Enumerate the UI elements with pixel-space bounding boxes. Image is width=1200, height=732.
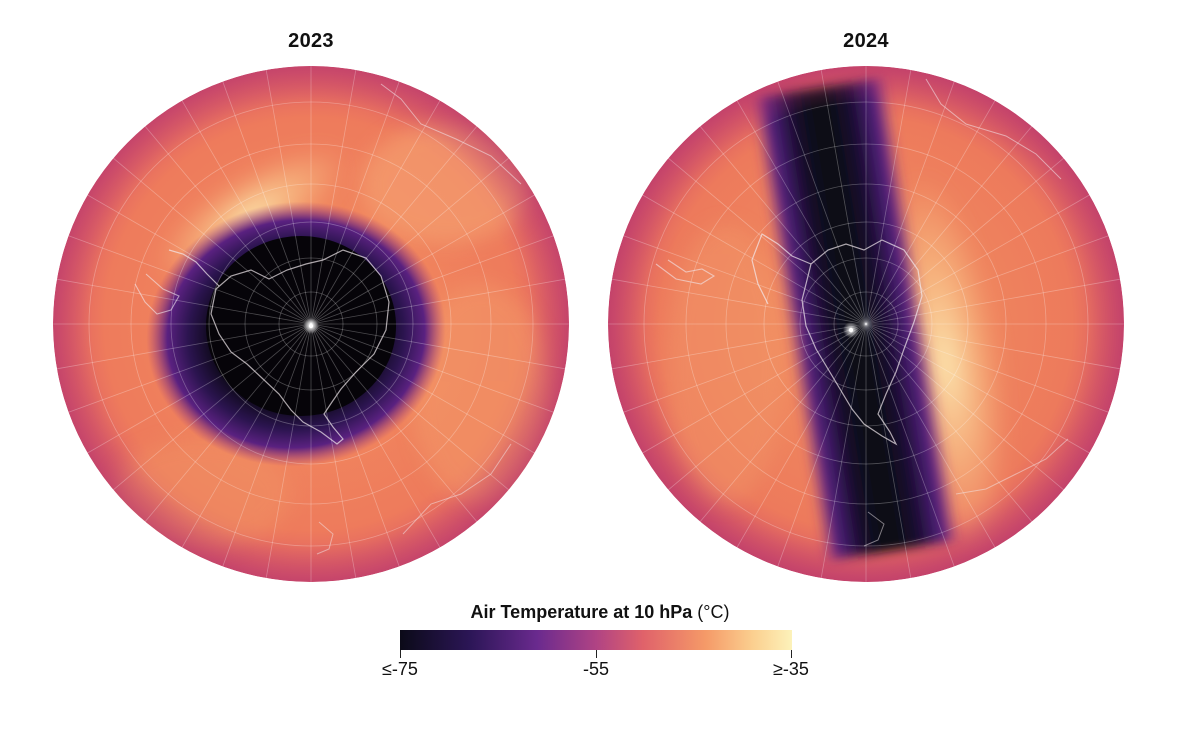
meridian-line <box>310 323 566 370</box>
meridian-line <box>144 323 312 522</box>
meridian-line <box>865 81 955 325</box>
meridian-line <box>623 323 867 413</box>
meridian-line <box>736 323 867 548</box>
meridian-line <box>310 323 478 522</box>
map-title-2023: 2023 <box>288 30 334 52</box>
meridian-line <box>623 235 867 325</box>
map-title-2024: 2024 <box>843 30 889 52</box>
meridian-line <box>865 323 912 579</box>
meridian-line <box>310 100 441 325</box>
meridian-line <box>820 323 867 579</box>
meridian-line <box>222 81 312 325</box>
meridian-line <box>310 323 509 491</box>
meridian-line <box>865 100 996 325</box>
meridian-line <box>68 323 312 413</box>
colorbar-tick-min <box>400 650 401 658</box>
temperature-map-2024 <box>608 66 1124 582</box>
colorbar-label-mid: -55 <box>582 659 609 679</box>
meridian-line <box>865 323 1090 454</box>
meridian-line <box>310 157 509 325</box>
meridian-line <box>777 323 867 567</box>
meridian-line <box>56 278 312 325</box>
meridian-line <box>699 323 867 522</box>
meridian-line <box>865 323 1033 522</box>
meridian-line <box>611 323 867 370</box>
meridian-line <box>113 323 312 491</box>
meridian-line <box>113 157 312 325</box>
meridian-line <box>310 69 357 325</box>
meridian-line <box>310 323 400 567</box>
meridian-line <box>87 194 312 325</box>
meridian-line <box>865 157 1064 325</box>
meridian-line <box>865 69 912 325</box>
meridian-line <box>310 323 357 579</box>
colorbar-tick-max <box>791 650 792 658</box>
meridian-line <box>865 235 1109 325</box>
meridian-line <box>310 235 554 325</box>
meridian-line <box>87 323 312 454</box>
meridian-line <box>56 323 312 370</box>
meridian-line <box>865 323 1109 413</box>
meridian-line <box>310 278 566 325</box>
colorbar-label-min: ≤-75 <box>382 659 418 679</box>
temperature-map-2023 <box>53 66 569 582</box>
meridian-line <box>865 323 996 548</box>
meridian-line <box>181 323 312 548</box>
legend-title-text: Air Temperature at 10 hPa <box>470 602 693 622</box>
temperature-colorbar <box>400 630 792 650</box>
meridian-line <box>642 323 867 454</box>
meridian-line <box>144 126 312 325</box>
meridian-line <box>865 323 1064 491</box>
meridian-line <box>222 323 312 567</box>
legend-title: Air Temperature at 10 hPa (°C) <box>400 602 800 623</box>
meridian-line <box>265 69 312 325</box>
meridian-line <box>668 157 867 325</box>
meridian-line <box>181 100 312 325</box>
meridian-line <box>642 194 867 325</box>
meridian-line <box>865 278 1121 325</box>
colorbar-tick-mid <box>596 650 597 658</box>
meridian-line <box>820 69 867 325</box>
meridian-line <box>310 81 400 325</box>
colorbar-label-max: ≥-35 <box>773 659 809 679</box>
meridian-line <box>668 323 867 491</box>
meridian-line <box>865 194 1090 325</box>
meridian-line <box>68 235 312 325</box>
meridian-line <box>865 323 955 567</box>
meridian-line <box>310 194 535 325</box>
meridian-line <box>777 81 867 325</box>
meridian-line <box>736 100 867 325</box>
meridian-line <box>611 278 867 325</box>
meridian-line <box>865 323 1121 370</box>
meridian-line <box>865 126 1033 325</box>
meridian-line <box>310 323 441 548</box>
meridian-line <box>310 323 554 413</box>
meridian-line <box>310 323 535 454</box>
meridian-line <box>265 323 312 579</box>
meridian-line <box>699 126 867 325</box>
meridian-line <box>310 126 478 325</box>
legend-unit: (°C) <box>697 602 730 622</box>
